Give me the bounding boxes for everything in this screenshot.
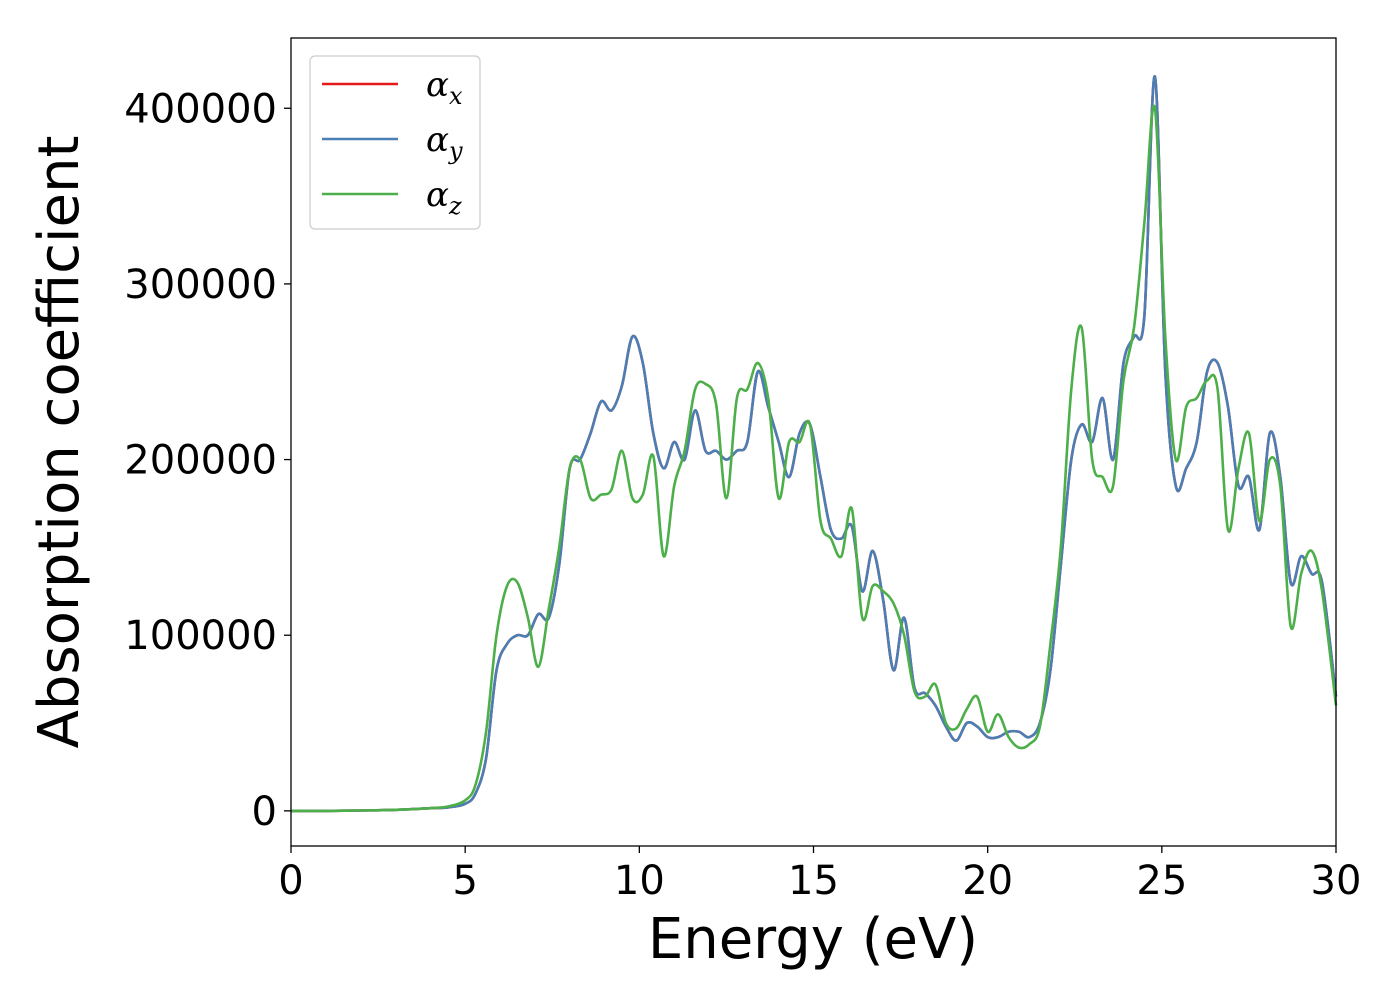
series-layer	[290, 75, 1338, 813]
legend-subscript-0: x	[449, 82, 463, 110]
x-tick-label: 5	[452, 858, 477, 904]
legend-label-1: αy	[426, 120, 463, 165]
legend-subscript-2: z	[448, 192, 462, 220]
legend-subscript-1: y	[448, 137, 463, 165]
y-axis-title: Absorption coefficient	[27, 136, 92, 749]
y-tick-label: 0	[252, 789, 277, 835]
x-tick-label: 0	[278, 858, 303, 904]
y-tick-label: 300000	[124, 262, 277, 308]
legend-label-0: αx	[426, 65, 463, 110]
x-tick-label: 25	[1136, 858, 1187, 904]
x-axis-ticks: 0 5 10 15 20 25 30	[278, 846, 1361, 904]
x-axis-title: Energy (eV)	[648, 907, 978, 972]
legend-box	[309, 55, 481, 230]
x-tick-label: 15	[788, 858, 839, 904]
y-tick-label: 100000	[124, 613, 277, 659]
y-tick-label: 400000	[124, 86, 277, 132]
y-axis-ticks: 0 100000 200000 300000 400000	[124, 86, 291, 835]
x-tick-label: 10	[614, 858, 665, 904]
y-tick-label: 200000	[124, 438, 277, 484]
x-tick-label: 30	[1311, 858, 1362, 904]
x-tick-label: 20	[962, 858, 1013, 904]
series-line-2	[290, 104, 1338, 813]
